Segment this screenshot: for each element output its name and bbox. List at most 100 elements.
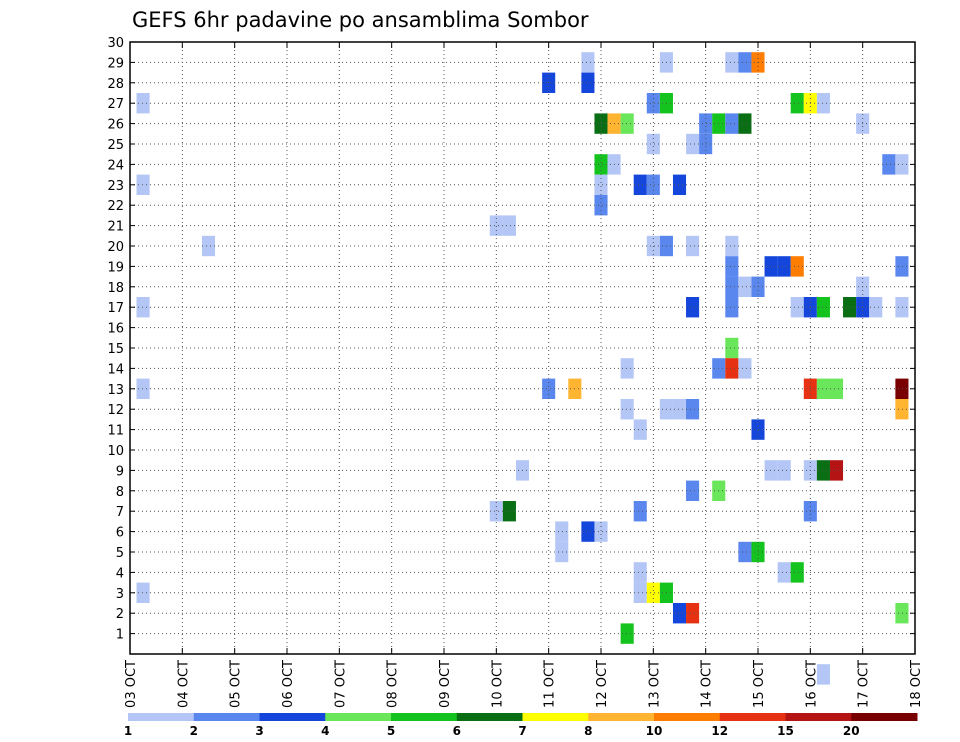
x-tick-label: 14 OCT xyxy=(700,660,715,708)
precip-cell xyxy=(594,154,608,175)
precip-cell xyxy=(725,113,739,134)
precip-cell xyxy=(136,378,150,399)
precip-cell xyxy=(633,562,647,583)
precip-cell xyxy=(725,235,739,257)
precip-cell xyxy=(816,378,830,399)
x-axis-labels: 03 OCT 04 OCT 05 OCT 06 OCT 07 OCT 08 OCT 09 O… xyxy=(124,660,924,708)
precip-cell xyxy=(672,399,687,420)
colorbar-swatch xyxy=(785,713,852,721)
precip-cell xyxy=(738,52,752,73)
y-tick-label: 19 xyxy=(107,260,124,275)
y-tick-label: 14 xyxy=(107,362,124,377)
precip-cell xyxy=(594,174,608,195)
precip-cell xyxy=(725,297,739,318)
colorbar-swatch xyxy=(391,713,458,721)
precip-cell xyxy=(686,235,700,257)
precip-cell xyxy=(869,297,883,318)
y-tick-label: 23 xyxy=(107,179,124,194)
precip-cell xyxy=(725,358,739,379)
precip-cell xyxy=(777,256,791,277)
precip-cell xyxy=(633,501,647,522)
precip-cell xyxy=(725,256,739,277)
precip-cell xyxy=(581,72,595,93)
precip-cell xyxy=(686,603,700,624)
precip-cell xyxy=(725,337,739,359)
x-tick-label: 15 OCT xyxy=(752,660,767,708)
precip-cell xyxy=(646,93,660,114)
colorbar-swatch xyxy=(522,713,589,721)
precip-cell xyxy=(829,460,844,481)
precip-cell xyxy=(633,582,647,603)
y-tick-label: 15 xyxy=(107,342,124,357)
colorbar-label: 5 xyxy=(387,724,395,738)
y-tick-label: 8 xyxy=(116,485,124,500)
precip-cell xyxy=(882,154,896,175)
grid-layer xyxy=(130,42,915,654)
colorbar-label: 10 xyxy=(646,724,663,738)
colorbar-label: 15 xyxy=(777,724,794,738)
colorbar-swatch xyxy=(128,713,195,721)
precip-cell xyxy=(816,664,830,685)
x-tick-label: 18 OCT xyxy=(909,660,924,708)
y-tick-label: 13 xyxy=(107,383,124,398)
precip-cell xyxy=(489,215,503,236)
precip-cell xyxy=(816,297,830,318)
colorbar-swatch xyxy=(193,713,260,721)
colorbar-label: 6 xyxy=(453,724,461,738)
x-tick-label: 12 OCT xyxy=(595,660,610,708)
precip-cell xyxy=(816,93,830,114)
precip-cell xyxy=(725,276,739,297)
precip-cell xyxy=(672,603,687,624)
precip-cell xyxy=(790,297,804,318)
precip-cell xyxy=(790,256,804,277)
x-tick-label: 06 OCT xyxy=(281,660,296,708)
precip-cell xyxy=(646,133,660,155)
y-tick-label: 26 xyxy=(107,118,124,133)
x-tick-label: 11 OCT xyxy=(543,660,558,708)
y-tick-label: 2 xyxy=(116,607,124,622)
colorbar-swatch xyxy=(456,713,523,721)
y-tick-label: 29 xyxy=(107,56,124,71)
y-tick-label: 25 xyxy=(107,138,124,153)
precip-cell xyxy=(542,378,556,399)
y-tick-label: 17 xyxy=(107,301,124,316)
y-tick-label: 22 xyxy=(107,199,124,214)
y-tick-label: 7 xyxy=(116,505,124,520)
colorbar-label: 1 xyxy=(124,724,132,738)
y-tick-label: 21 xyxy=(107,220,124,235)
precip-cell xyxy=(895,154,909,175)
colorbar-swatch xyxy=(325,713,392,721)
precip-cell xyxy=(620,113,634,134)
chart-title: GEFS 6hr padavine po ansamblima Sombor xyxy=(132,8,589,32)
colorbar-label: 4 xyxy=(321,724,329,738)
x-tick-label: 10 OCT xyxy=(490,660,505,708)
x-tick-label: 13 OCT xyxy=(647,660,662,708)
y-tick-label: 6 xyxy=(116,526,124,541)
precip-cell xyxy=(201,235,216,257)
precip-cell xyxy=(581,521,595,542)
precip-cell xyxy=(790,93,804,114)
y-tick-label: 30 xyxy=(107,36,124,51)
precip-cell xyxy=(686,133,700,155)
colorbar: 1 2 3 4 5 6 7 8 10 12 15 20 xyxy=(124,713,918,738)
colorbar-swatch xyxy=(654,713,721,721)
precip-cell xyxy=(738,276,752,297)
precip-cell xyxy=(594,195,608,216)
precip-cell xyxy=(136,174,150,195)
precip-cell xyxy=(672,174,687,195)
precip-cell xyxy=(738,541,752,563)
y-tick-label: 1 xyxy=(116,628,124,643)
precip-cell xyxy=(620,623,634,644)
precip-cell xyxy=(555,541,569,563)
precip-cell xyxy=(843,297,857,318)
precip-cell xyxy=(646,174,660,195)
precip-cell xyxy=(633,174,647,195)
precip-cell xyxy=(646,582,660,603)
precip-cell xyxy=(555,521,569,542)
precip-cell xyxy=(738,358,752,379)
x-tick-label: 04 OCT xyxy=(176,660,191,708)
precip-cell xyxy=(136,93,150,114)
precip-cell xyxy=(895,603,909,624)
y-tick-label: 12 xyxy=(107,403,124,418)
colorbar-swatch xyxy=(851,713,918,721)
